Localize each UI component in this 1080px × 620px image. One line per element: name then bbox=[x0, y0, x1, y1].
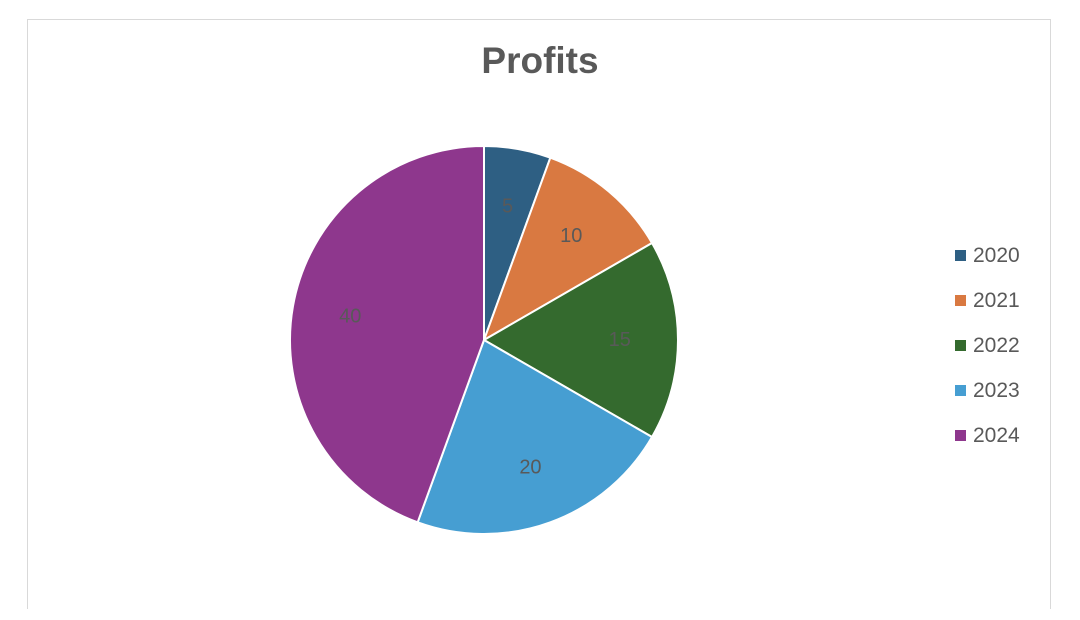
pie-slice-2024 bbox=[289, 144, 485, 524]
legend-label: 2022 bbox=[973, 333, 1020, 357]
data-label-2023: 20 bbox=[519, 457, 541, 479]
legend-swatch bbox=[955, 250, 966, 261]
legend-label: 2021 bbox=[973, 288, 1020, 312]
legend-swatch bbox=[955, 385, 966, 396]
legend-item-2022: 2022 bbox=[955, 323, 1020, 368]
legend-label: 2023 bbox=[973, 378, 1020, 402]
legend-label: 2020 bbox=[973, 243, 1020, 267]
legend-item-2021: 2021 bbox=[955, 278, 1020, 323]
legend-swatch bbox=[955, 430, 966, 441]
legend-item-2024: 2024 bbox=[955, 413, 1020, 458]
chart-title: Profits bbox=[481, 40, 599, 81]
legend-label: 2024 bbox=[973, 423, 1020, 447]
legend-swatch bbox=[955, 295, 966, 306]
pie-slice-2021 bbox=[482, 156, 654, 343]
data-label-2022: 15 bbox=[609, 329, 631, 351]
data-label-2024: 40 bbox=[339, 305, 361, 327]
legend-item-2020: 2020 bbox=[955, 233, 1020, 278]
legend-swatch bbox=[955, 340, 966, 351]
data-label-2021: 10 bbox=[560, 225, 582, 247]
legend: 2020 2021 2022 2023 2024 bbox=[955, 233, 1020, 458]
pie-slice-2022 bbox=[481, 241, 679, 439]
pie-slice-2023 bbox=[416, 338, 654, 535]
legend-item-2023: 2023 bbox=[955, 368, 1020, 413]
data-label-2020: 5 bbox=[502, 195, 513, 217]
